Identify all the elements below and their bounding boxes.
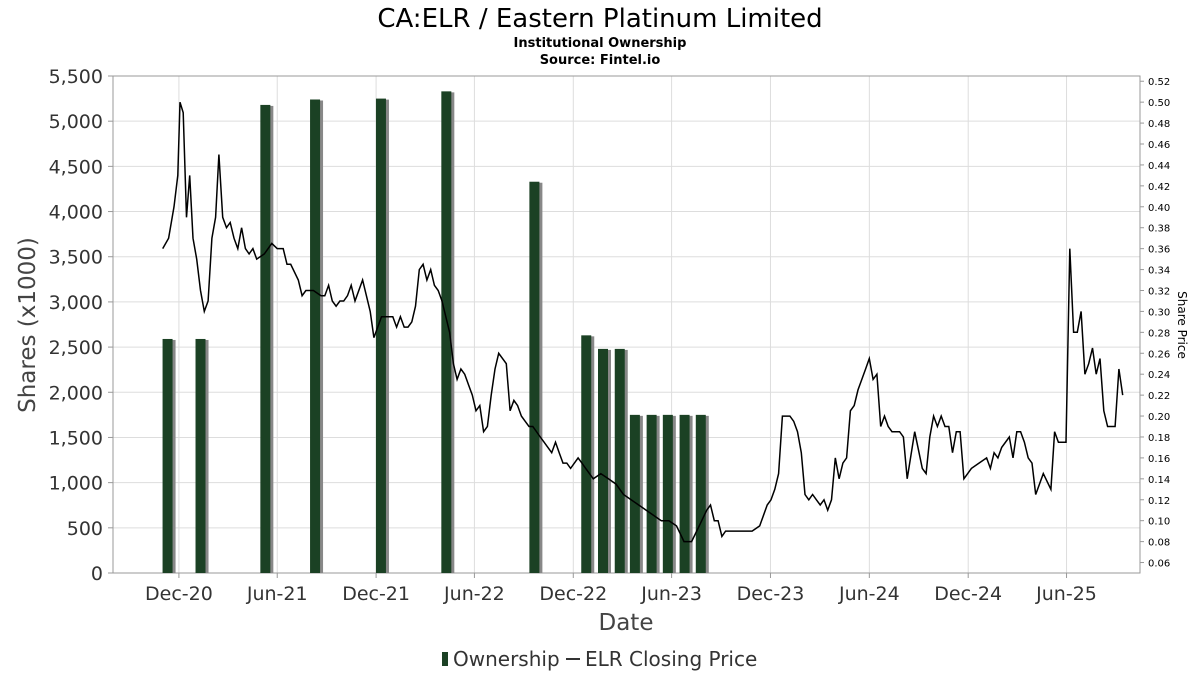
ownership-bar <box>529 181 540 573</box>
y2-tick-label: 0.52 <box>1148 77 1170 88</box>
y-tick-label: 3,000 <box>49 292 103 314</box>
ownership-bar <box>614 348 625 573</box>
x-tick-label: Jun-25 <box>1035 583 1097 605</box>
y2-tick-label: 0.22 <box>1148 391 1170 402</box>
y2-tick-label: 0.50 <box>1148 98 1170 109</box>
price-line <box>162 101 1124 543</box>
y-tick-label: 5,500 <box>49 66 103 88</box>
x-tick-label: Jun-24 <box>838 583 900 605</box>
y-tick-label: 0 <box>91 563 103 585</box>
y2-tick-label: 0.28 <box>1148 328 1170 339</box>
y-tick-label: 5,000 <box>49 111 103 133</box>
y2-tick-label: 0.46 <box>1148 140 1170 151</box>
ownership-bar <box>695 414 706 573</box>
x-tick-label: Dec-20 <box>145 583 213 605</box>
y-tick-label: 2,500 <box>49 337 103 359</box>
y2-tick-label: 0.36 <box>1148 245 1170 256</box>
x-axis-ticks: Dec-20 Jun-21 Dec-21 Jun-22 Dec-22 Jun-23 Dec-… <box>145 573 1097 605</box>
y2-tick-label: 0.26 <box>1148 349 1170 360</box>
y2-tick-label: 0.08 <box>1148 538 1170 549</box>
ownership-bar <box>375 98 386 573</box>
y2-tick-label: 0.14 <box>1148 475 1170 486</box>
y2-axis-label: Share Price <box>1175 291 1189 359</box>
y2-tick-label: 0.10 <box>1148 517 1170 528</box>
y2-tick-label: 0.16 <box>1148 454 1170 465</box>
y2-tick-label: 0.30 <box>1148 307 1170 318</box>
chart-subtitle-source: Source: Fintel.io <box>540 53 661 68</box>
x-tick-label: Dec-24 <box>934 583 1002 605</box>
y-axis-ticks: 0 500 1,000 1,500 2,000 2,500 3,000 3,500 4,000 4… <box>49 66 113 585</box>
y-tick-label: 1,000 <box>49 473 103 495</box>
ownership-bar <box>646 414 657 573</box>
chart-subtitle-institutional: Institutional Ownership <box>514 36 687 51</box>
x-tick-label: Dec-22 <box>539 583 607 605</box>
y-tick-label: 2,000 <box>49 382 103 404</box>
ownership-bar <box>581 335 592 573</box>
ownership-bar <box>162 338 173 573</box>
x-tick-label: Dec-23 <box>737 583 805 605</box>
ownership-bar <box>597 348 608 573</box>
legend-ownership-label: Ownership <box>453 647 560 671</box>
y2-tick-label: 0.42 <box>1148 182 1170 193</box>
y2-tick-label: 0.06 <box>1148 559 1170 570</box>
ownership-bar <box>679 414 690 573</box>
y2-tick-label: 0.32 <box>1148 286 1170 297</box>
y-tick-label: 4,000 <box>49 202 103 224</box>
y-tick-label: 500 <box>67 518 103 540</box>
y2-tick-label: 0.44 <box>1148 161 1170 172</box>
y2-tick-label: 0.18 <box>1148 433 1170 444</box>
x-tick-label: Jun-22 <box>443 583 505 605</box>
y2-tick-label: 0.38 <box>1148 224 1170 235</box>
ownership-bar <box>629 414 640 573</box>
y-tick-label: 4,500 <box>49 156 103 178</box>
ownership-bar <box>662 414 673 573</box>
legend-price-label: ELR Closing Price <box>585 647 757 671</box>
ownership-bar <box>310 99 321 574</box>
y-tick-label: 1,500 <box>49 427 103 449</box>
x-tick-label: Jun-21 <box>246 583 308 605</box>
y2-tick-label: 0.34 <box>1148 266 1170 277</box>
y2-tick-label: 0.24 <box>1148 370 1170 381</box>
x-tick-label: Dec-21 <box>342 583 410 605</box>
x-axis-label: Date <box>599 610 654 636</box>
y2-axis-ticks: 0.06 0.08 0.10 0.12 0.14 0.16 0.18 0.20 0.22 0.24… <box>1140 77 1170 570</box>
x-tick-label: Jun-23 <box>640 583 702 605</box>
ownership-bars <box>162 91 709 574</box>
legend-ownership-swatch <box>442 652 448 666</box>
ownership-bar <box>260 104 271 573</box>
ownership-bar <box>441 91 452 573</box>
y2-tick-label: 0.20 <box>1148 412 1170 423</box>
chart-title: CA:ELR / Eastern Platinum Limited <box>377 4 822 34</box>
y2-tick-label: 0.48 <box>1148 119 1170 130</box>
y2-tick-label: 0.12 <box>1148 496 1170 507</box>
ownership-bar <box>195 338 206 573</box>
y-axis-label: Shares (x1000) <box>15 237 41 413</box>
y-tick-label: 3,500 <box>49 247 103 269</box>
legend: Ownership ELR Closing Price <box>442 647 757 671</box>
y2-tick-label: 0.40 <box>1148 203 1170 214</box>
